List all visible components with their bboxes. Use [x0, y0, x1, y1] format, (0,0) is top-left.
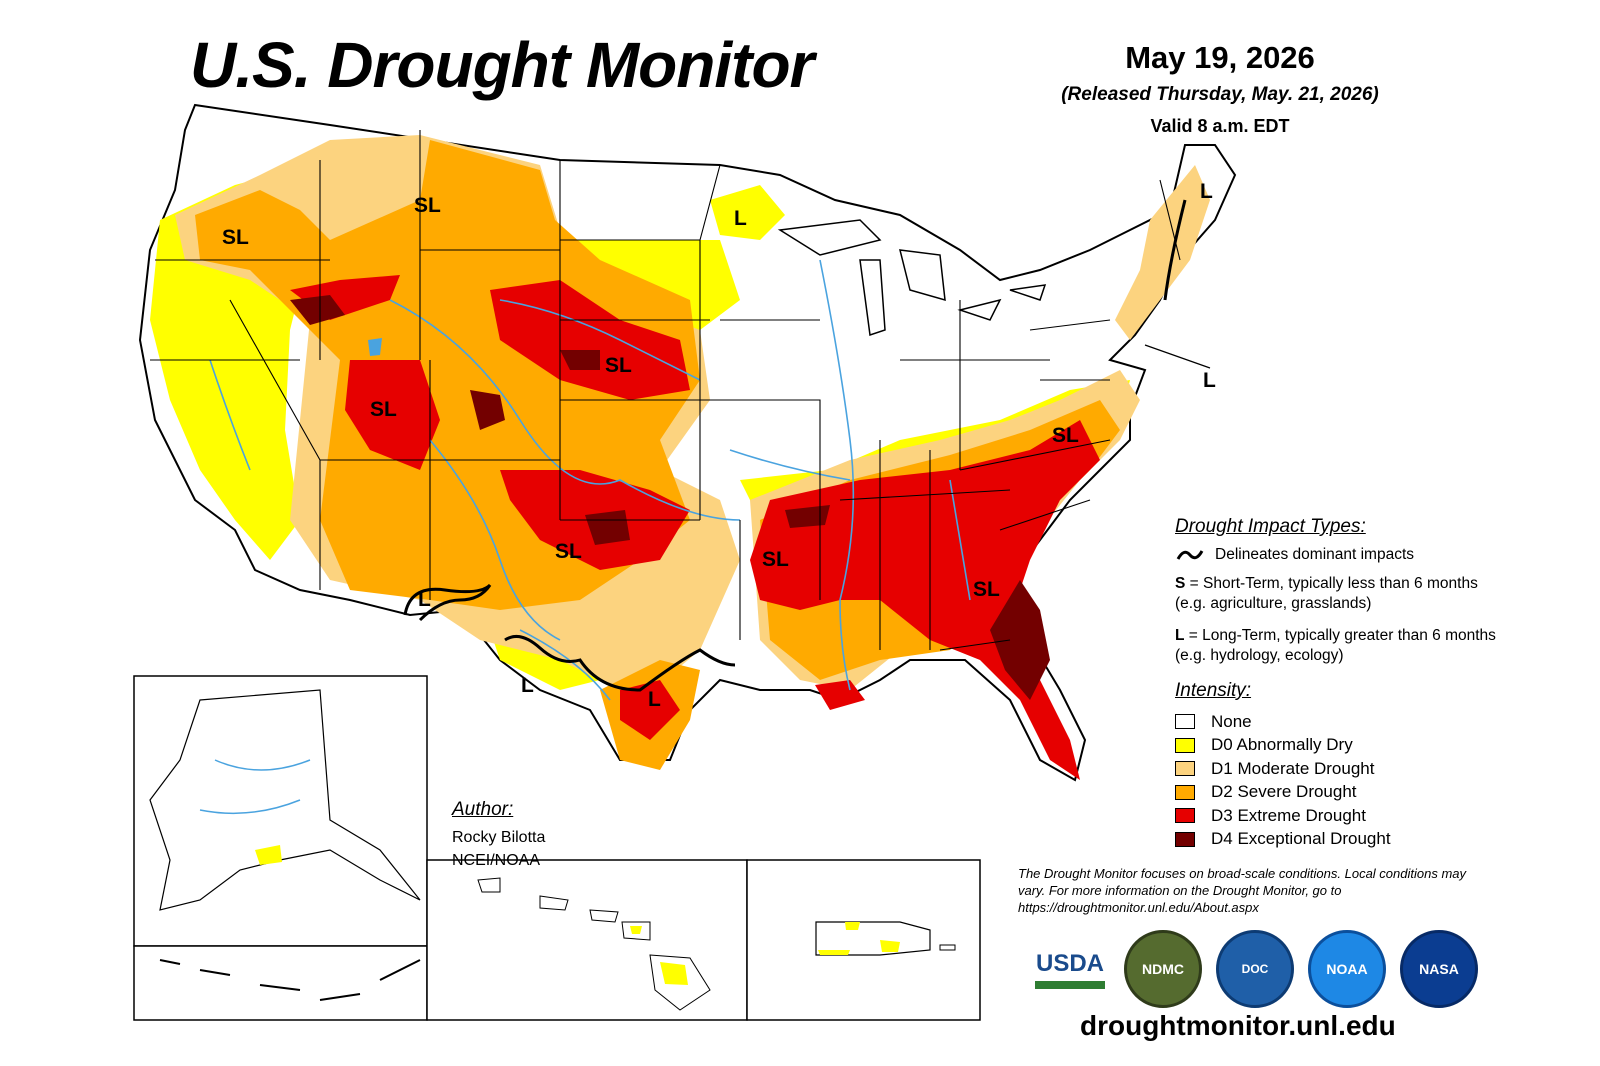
website-url: droughtmonitor.unl.edu	[1080, 1010, 1396, 1041]
valid-time: Valid 8 a.m. EDT	[1150, 116, 1290, 136]
impact-line-row: Delineates dominant impacts	[1175, 546, 1505, 564]
intensity-label: D4 Exceptional Drought	[1211, 829, 1391, 849]
author-name: Rocky Bilotta	[452, 828, 546, 846]
map-label-sl-arkansas: SL	[762, 548, 789, 571]
great-salt-lake	[368, 338, 382, 356]
d1-northeast	[1115, 165, 1210, 340]
intensity-swatch	[1175, 831, 1195, 847]
short-term-desc: = Short-Term, typically less than 6 mont…	[1175, 575, 1478, 613]
impact-long-term: L = Long-Term, typically greater than 6 …	[1175, 626, 1505, 666]
map-label-l-minnesota: L	[734, 207, 747, 230]
intensity-swatch	[1175, 761, 1195, 777]
disclaimer-text: The Drought Monitor focuses on broad-sca…	[1018, 866, 1467, 915]
rivers	[209, 259, 971, 701]
intensity-label: D0 Abnormally Dry	[1211, 735, 1353, 755]
d4-idaho	[290, 295, 345, 325]
intensity-swatch	[1175, 737, 1195, 753]
impact-legend-heading: Drought Impact Types:	[1175, 516, 1366, 537]
impact-legend: Drought Impact Types: Delineates dominan…	[1175, 516, 1505, 679]
d3-southeast	[750, 420, 1100, 780]
alaska-inset	[133, 675, 428, 1021]
d4-georgia	[990, 580, 1050, 700]
intensity-legend: Intensity: None D0 Abnormally Dry D1 Moder…	[1175, 680, 1391, 851]
state-boundaries	[150, 130, 1181, 651]
intensity-label: D2 Severe Drought	[1211, 782, 1357, 802]
d4-nebraska	[560, 350, 600, 370]
long-term-code: L	[1175, 627, 1185, 645]
hawaii-inset	[426, 859, 748, 1021]
release-date: (Released Thursday, May. 21, 2026)	[1061, 84, 1379, 105]
author-block: Author: Rocky Bilotta NCEI/NOAA	[452, 796, 545, 872]
d3-texas	[620, 680, 680, 740]
map-title: U.S. Drought Monitor	[190, 29, 814, 101]
d3-gulf-coast	[815, 680, 865, 710]
intensity-item: D4 Exceptional Drought	[1175, 828, 1391, 852]
intensity-label: None	[1211, 711, 1252, 731]
map-label-l-maine: L	[1200, 180, 1213, 203]
d4-colorado	[470, 390, 505, 430]
impact-boundaries	[403, 199, 1187, 692]
map-label-sl-oklahoma: SL	[555, 540, 582, 563]
d0-minnesota	[710, 185, 785, 240]
impact-line-desc: Delineates dominant impacts	[1215, 546, 1415, 563]
commerce-logo: DOC	[1216, 930, 1294, 1008]
map-label-sl-oregon: SL	[222, 226, 249, 249]
author-heading: Author:	[452, 799, 514, 820]
date-block: May 19, 2026 (Released Thursday, May. 21…	[1000, 40, 1440, 137]
d3-great-basin	[345, 360, 440, 470]
intensity-legend-heading: Intensity:	[1175, 680, 1252, 701]
intensity-item: D2 Severe Drought	[1175, 781, 1391, 805]
d4-oklahoma	[585, 510, 630, 545]
delineation-line-icon	[1176, 550, 1204, 560]
map-label-sl-montana: SL	[414, 194, 441, 217]
impact-short-term: S = Short-Term, typically less than 6 mo…	[1175, 574, 1505, 614]
great-lakes	[777, 219, 1047, 336]
author-org: NCEI/NOAA	[452, 851, 541, 869]
map-label-l-new-england: L	[1203, 369, 1216, 392]
map-label-l-central-texas: L	[648, 688, 661, 711]
long-term-desc: = Long-Term, typically greater than 6 mo…	[1175, 627, 1496, 665]
map-label-sl-nebraska: SL	[605, 354, 632, 377]
map-label-l-new-mexico: L	[418, 588, 431, 611]
intensity-swatch	[1175, 808, 1195, 824]
short-term-code: S	[1175, 575, 1186, 592]
intensity-rows: None D0 Abnormally Dry D1 Moderate Drought…	[1175, 710, 1391, 851]
usda-logo: USDA	[1030, 941, 1110, 997]
intensity-item: D3 Extreme Drought	[1175, 804, 1391, 828]
agency-logos: USDA NDMC DOC NOAA NASA	[1030, 930, 1478, 1008]
nasa-logo: NASA	[1400, 930, 1478, 1008]
ndmc-logo: NDMC	[1124, 930, 1202, 1008]
intensity-swatch	[1175, 784, 1195, 800]
map-label-sl-georgia: SL	[973, 578, 1000, 601]
noaa-logo: NOAA	[1308, 930, 1386, 1008]
intensity-label: D3 Extreme Drought	[1211, 805, 1366, 825]
map-label-sl-utah: SL	[370, 398, 397, 421]
map-label-l-west-texas: L	[521, 674, 534, 697]
label-leader-line	[1144, 344, 1211, 369]
d3-central	[490, 280, 690, 400]
map-label-sl-virginia: SL	[1052, 424, 1079, 447]
puerto-rico-inset	[746, 859, 981, 1021]
intensity-item: D0 Abnormally Dry	[1175, 734, 1391, 758]
d4-tennessee	[785, 505, 830, 528]
map-date: May 19, 2026	[1125, 40, 1315, 75]
intensity-item: None	[1175, 710, 1391, 734]
intensity-label: D1 Moderate Drought	[1211, 758, 1375, 778]
intensity-swatch	[1175, 714, 1195, 730]
intensity-item: D1 Moderate Drought	[1175, 757, 1391, 781]
